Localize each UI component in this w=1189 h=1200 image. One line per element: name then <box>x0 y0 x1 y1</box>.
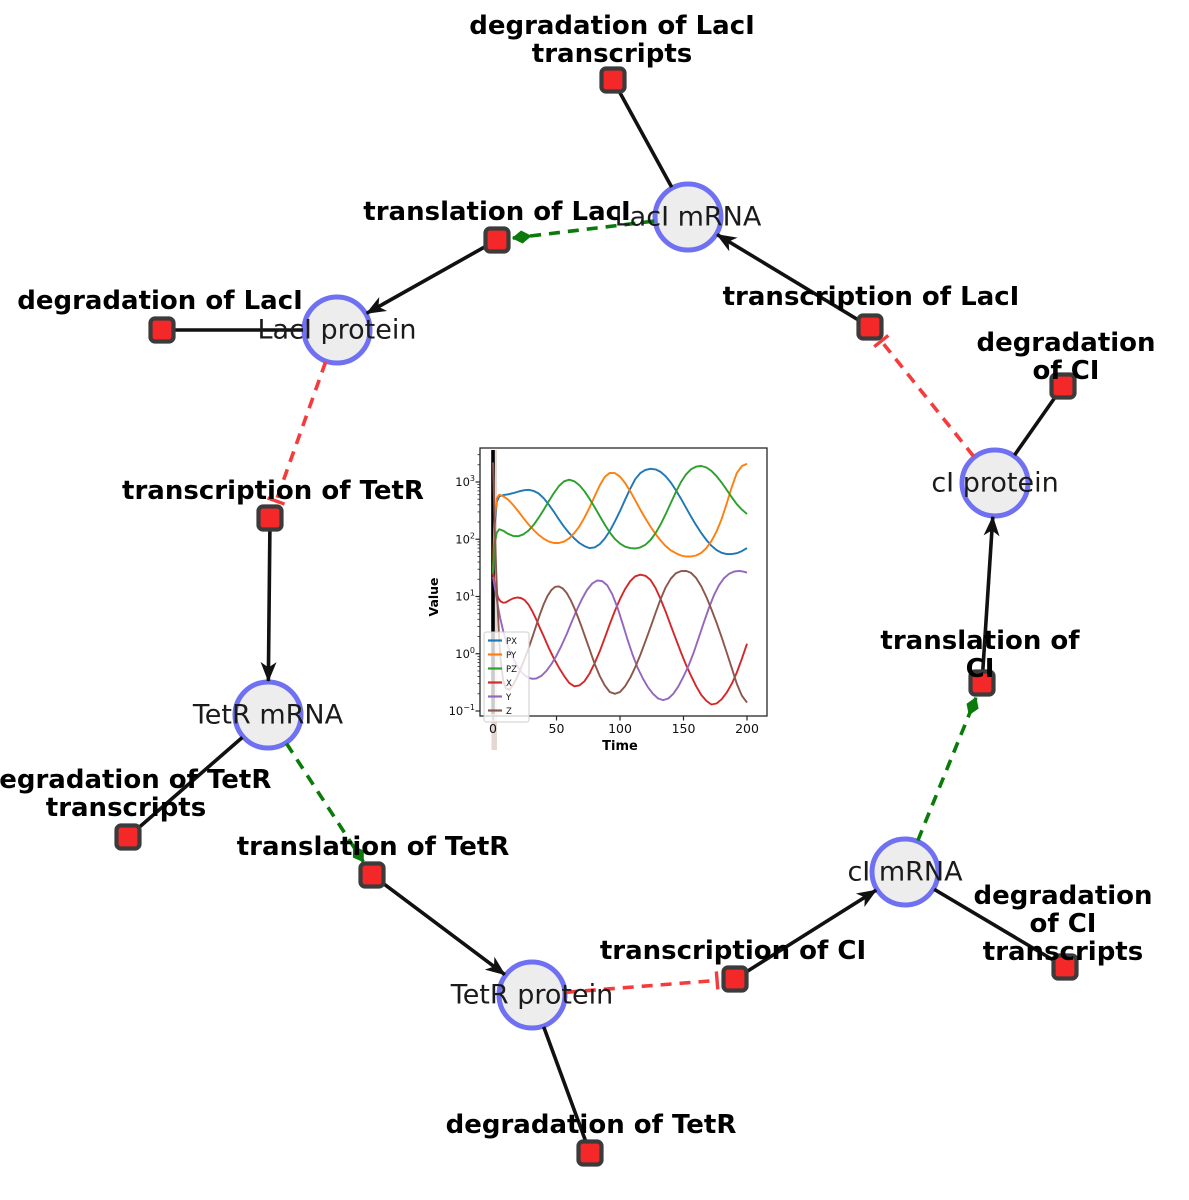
edge-tetr_mrna-to-translation_tetr <box>285 742 365 863</box>
series-line-X <box>492 573 748 706</box>
edge-translation_ci-to-ci_protein <box>980 515 1000 684</box>
edge-ci_mrna-to-deg_ci_transcripts <box>933 887 1066 969</box>
reaction-node-deg_tetr_transcripts[interactable] <box>114 823 142 851</box>
y-tick-label: 103 <box>455 474 475 489</box>
edge-translation_tetr-to-tetr_protein <box>370 873 506 977</box>
edge-tetr_mrna-to-deg_tetr_transcripts <box>126 735 244 839</box>
series-line-PY <box>492 462 748 574</box>
edge-ci_protein-to-transcription_laci <box>873 334 976 458</box>
reaction-node-transcription_laci[interactable] <box>856 313 884 341</box>
edge-laci_mrna-to-deg_laci_transcripts <box>611 79 674 189</box>
legend-label-PX: PX <box>506 637 517 647</box>
reaction-node-deg_laci[interactable] <box>148 316 176 344</box>
species-node-laci_protein[interactable] <box>301 294 373 366</box>
species-node-ci_mrna[interactable] <box>869 836 941 908</box>
edge-translation_laci-to-laci_protein <box>365 238 498 315</box>
legend-label-PZ: PZ <box>506 665 517 675</box>
reaction-node-deg_ci[interactable] <box>1049 372 1077 400</box>
reaction-node-deg_laci_transcripts[interactable] <box>599 66 627 94</box>
x-tick-label: 200 <box>735 721 759 736</box>
x-axis-title: Time <box>602 739 638 754</box>
series-line-PX <box>492 467 748 574</box>
y-axis-title: Value <box>427 577 441 616</box>
y-tick-label: 10−1 <box>449 703 475 718</box>
reaction-node-translation_laci[interactable] <box>483 226 511 254</box>
reaction-node-deg_ci_transcripts[interactable] <box>1051 953 1079 981</box>
species-node-ci_protein[interactable] <box>959 447 1031 519</box>
legend-label-X: X <box>506 679 512 689</box>
series-line-Y <box>492 569 748 702</box>
edge-laci_protein-to-transcription_tetr <box>266 361 328 506</box>
series-line-Z <box>492 462 748 704</box>
edge-tetr_protein-to-transcription_ci <box>565 971 720 995</box>
edge-laci_mrna-to-translation_laci <box>511 219 655 244</box>
edge-transcription_tetr-to-tetr_mrna <box>260 517 277 683</box>
edge-ci_mrna-to-translation_ci <box>916 696 979 842</box>
edge-transcription_ci-to-ci_mrna <box>734 888 878 981</box>
y-tick-label: 100 <box>455 646 475 661</box>
species-node-laci_mrna[interactable] <box>652 181 724 253</box>
inset-plot: 0 50 100 150 200 103 102 101 100 10−1 Time Value PX P… <box>427 447 768 754</box>
edge-tetr_protein-to-deg_tetr <box>542 1026 592 1154</box>
reaction-node-deg_tetr[interactable] <box>576 1139 604 1167</box>
reaction-node-transcription_tetr[interactable] <box>256 504 284 532</box>
reaction-node-transcription_ci[interactable] <box>721 965 749 993</box>
species-node-tetr_mrna[interactable] <box>232 679 304 751</box>
x-tick-label: 100 <box>608 721 632 736</box>
edge-transcription_laci-to-laci_mrna <box>716 233 871 329</box>
legend-label-PY: PY <box>506 651 517 661</box>
x-tick-label: 150 <box>672 721 696 736</box>
species-node-tetr_protein[interactable] <box>496 959 568 1031</box>
legend-label-Z: Z <box>506 707 512 717</box>
reaction-node-translation_tetr[interactable] <box>358 861 386 889</box>
series-line-PZ <box>492 465 748 574</box>
plot-frame <box>479 447 768 717</box>
x-tick-label: 50 <box>549 721 565 736</box>
y-tick-label: 102 <box>455 531 475 546</box>
x-tick-label: 0 <box>489 721 497 736</box>
reaction-node-translation_ci[interactable] <box>968 669 996 697</box>
y-tick-label: 101 <box>455 589 475 604</box>
legend-label-Y: Y <box>505 693 512 703</box>
